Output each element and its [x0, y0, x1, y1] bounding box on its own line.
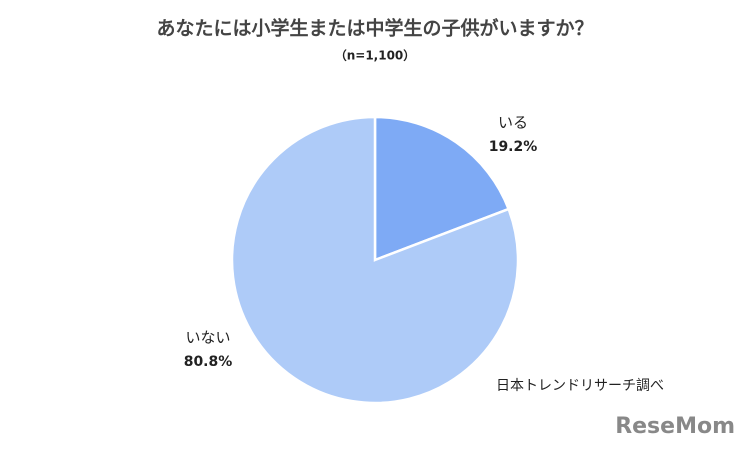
source-note: 日本トレンドリサーチ調べ	[496, 378, 664, 394]
pie-slice	[373, 115, 511, 262]
slice-label: いない	[185, 329, 230, 347]
logo: ReseMom	[615, 414, 735, 439]
slice-value-label: 80.8%	[184, 354, 233, 370]
pie-slice	[230, 115, 520, 405]
slice-label: いる	[498, 114, 528, 132]
chart-subtitle: （n=1,100）	[335, 48, 416, 63]
chart-title: あなたには小学生または中学生の子供がいますか？	[156, 17, 593, 40]
slice-value-label: 19.2%	[489, 139, 538, 155]
